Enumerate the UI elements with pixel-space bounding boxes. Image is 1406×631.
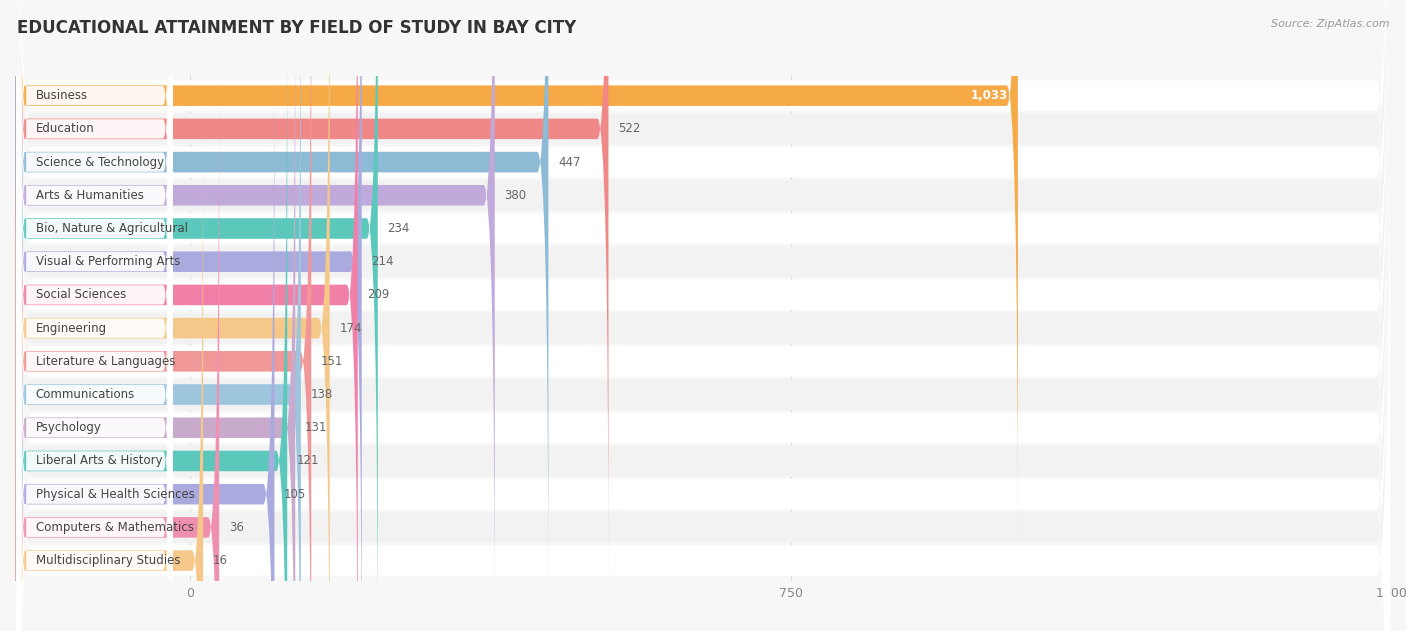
Text: 209: 209 bbox=[367, 288, 389, 302]
FancyBboxPatch shape bbox=[17, 0, 173, 551]
FancyBboxPatch shape bbox=[15, 0, 1391, 631]
FancyBboxPatch shape bbox=[17, 0, 173, 584]
Text: 16: 16 bbox=[212, 554, 228, 567]
Text: Source: ZipAtlas.com: Source: ZipAtlas.com bbox=[1271, 19, 1389, 29]
FancyBboxPatch shape bbox=[15, 0, 1391, 631]
FancyBboxPatch shape bbox=[17, 0, 173, 631]
Text: Physical & Health Sciences: Physical & Health Sciences bbox=[35, 488, 194, 500]
FancyBboxPatch shape bbox=[17, 0, 173, 518]
FancyBboxPatch shape bbox=[15, 0, 609, 584]
FancyBboxPatch shape bbox=[17, 39, 173, 631]
FancyBboxPatch shape bbox=[15, 0, 1391, 631]
FancyBboxPatch shape bbox=[15, 0, 1391, 631]
Text: 131: 131 bbox=[305, 422, 328, 434]
Text: Communications: Communications bbox=[35, 388, 135, 401]
FancyBboxPatch shape bbox=[17, 0, 173, 631]
FancyBboxPatch shape bbox=[15, 0, 1391, 631]
Text: Psychology: Psychology bbox=[35, 422, 101, 434]
FancyBboxPatch shape bbox=[17, 0, 173, 631]
Text: 121: 121 bbox=[297, 454, 319, 468]
FancyBboxPatch shape bbox=[15, 0, 1391, 631]
FancyBboxPatch shape bbox=[15, 0, 311, 631]
FancyBboxPatch shape bbox=[17, 172, 173, 631]
FancyBboxPatch shape bbox=[17, 105, 173, 631]
FancyBboxPatch shape bbox=[15, 0, 548, 616]
FancyBboxPatch shape bbox=[15, 0, 1391, 631]
FancyBboxPatch shape bbox=[15, 0, 1391, 631]
FancyBboxPatch shape bbox=[15, 6, 287, 631]
Text: 447: 447 bbox=[558, 156, 581, 168]
Text: EDUCATIONAL ATTAINMENT BY FIELD OF STUDY IN BAY CITY: EDUCATIONAL ATTAINMENT BY FIELD OF STUDY… bbox=[17, 19, 576, 37]
FancyBboxPatch shape bbox=[15, 0, 378, 631]
FancyBboxPatch shape bbox=[15, 0, 1391, 631]
FancyBboxPatch shape bbox=[17, 138, 173, 631]
FancyBboxPatch shape bbox=[15, 73, 219, 631]
FancyBboxPatch shape bbox=[15, 0, 301, 631]
FancyBboxPatch shape bbox=[15, 0, 1391, 631]
FancyBboxPatch shape bbox=[15, 106, 202, 631]
Text: Engineering: Engineering bbox=[35, 322, 107, 334]
Text: 105: 105 bbox=[284, 488, 307, 500]
FancyBboxPatch shape bbox=[17, 0, 173, 631]
FancyBboxPatch shape bbox=[17, 6, 173, 631]
FancyBboxPatch shape bbox=[15, 0, 295, 631]
Text: 522: 522 bbox=[619, 122, 641, 136]
FancyBboxPatch shape bbox=[17, 0, 173, 617]
FancyBboxPatch shape bbox=[15, 0, 1018, 550]
Text: 1,033: 1,033 bbox=[972, 89, 1008, 102]
Text: Social Sciences: Social Sciences bbox=[35, 288, 127, 302]
Text: 36: 36 bbox=[229, 521, 243, 534]
FancyBboxPatch shape bbox=[15, 0, 1391, 631]
Text: 174: 174 bbox=[339, 322, 361, 334]
FancyBboxPatch shape bbox=[15, 0, 361, 631]
Text: 380: 380 bbox=[505, 189, 526, 202]
FancyBboxPatch shape bbox=[15, 0, 357, 631]
FancyBboxPatch shape bbox=[15, 0, 1391, 631]
FancyBboxPatch shape bbox=[15, 0, 495, 631]
FancyBboxPatch shape bbox=[15, 0, 1391, 631]
Text: Bio, Nature & Agricultural: Bio, Nature & Agricultural bbox=[35, 222, 187, 235]
FancyBboxPatch shape bbox=[17, 72, 173, 631]
Text: Visual & Performing Arts: Visual & Performing Arts bbox=[35, 255, 180, 268]
Text: 214: 214 bbox=[371, 255, 394, 268]
FancyBboxPatch shape bbox=[15, 0, 329, 631]
Text: 138: 138 bbox=[311, 388, 333, 401]
Text: Science & Technology: Science & Technology bbox=[35, 156, 165, 168]
Text: Education: Education bbox=[35, 122, 94, 136]
FancyBboxPatch shape bbox=[15, 40, 274, 631]
Text: Arts & Humanities: Arts & Humanities bbox=[35, 189, 143, 202]
Text: Multidisciplinary Studies: Multidisciplinary Studies bbox=[35, 554, 180, 567]
Text: Liberal Arts & History: Liberal Arts & History bbox=[35, 454, 162, 468]
Text: Literature & Languages: Literature & Languages bbox=[35, 355, 176, 368]
FancyBboxPatch shape bbox=[15, 0, 1391, 631]
FancyBboxPatch shape bbox=[15, 0, 1391, 631]
Text: 151: 151 bbox=[321, 355, 343, 368]
FancyBboxPatch shape bbox=[17, 0, 173, 485]
Text: Computers & Mathematics: Computers & Mathematics bbox=[35, 521, 194, 534]
Text: 234: 234 bbox=[388, 222, 409, 235]
Text: Business: Business bbox=[35, 89, 87, 102]
